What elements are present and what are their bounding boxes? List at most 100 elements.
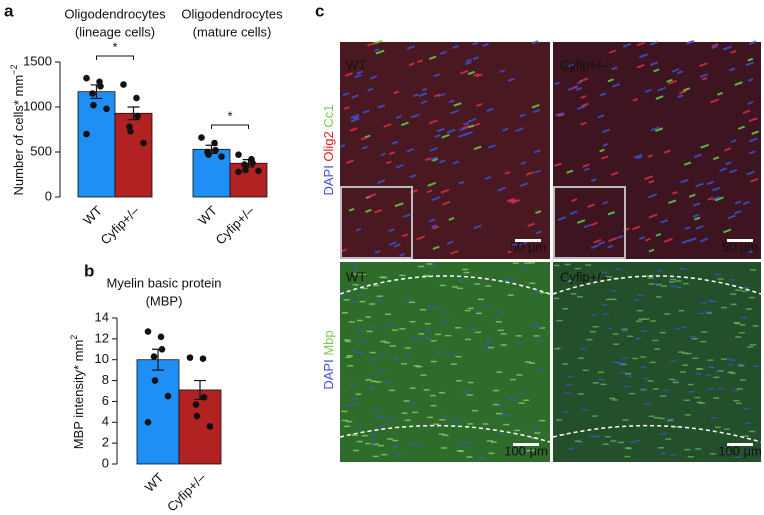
fiber [687,383,694,386]
nucleus [748,40,757,45]
data-point [205,151,212,158]
fiber [465,338,472,341]
fiber [416,365,423,368]
fiber [430,340,437,342]
fiber [657,270,664,272]
fiber [678,309,685,312]
fiber [503,423,510,426]
y-tick-label: 14 [95,309,109,324]
nucleus [471,122,481,128]
nucleus [439,159,446,164]
fiber [670,454,677,456]
nucleus [421,87,428,92]
fiber [660,452,667,455]
fiber [493,389,500,392]
fiber [556,419,563,421]
fiber [562,307,569,310]
nucleus [348,207,355,212]
nucleus [660,219,668,224]
fiber [574,440,581,442]
nucleus [450,109,459,115]
nucleus [377,179,386,184]
fiber [439,419,446,421]
nucleus [655,233,662,237]
fiber [495,321,502,323]
data-point [144,328,152,335]
genotype-label: Cyfip+/– [560,269,609,284]
nucleus [751,130,759,135]
nucleus [531,40,539,45]
fiber [365,379,372,381]
fiber [591,415,598,417]
nucleus [430,224,437,228]
fiber [708,366,715,369]
nucleus [644,175,654,181]
nucleus [666,78,673,83]
nucleus [534,169,541,174]
nucleus [653,68,660,73]
fiber [345,405,352,407]
fiber [645,275,652,277]
fiber [621,357,628,359]
fiber [441,321,448,323]
fiber [353,273,360,275]
fiber [452,420,459,422]
fiber [456,450,463,452]
fiber [343,299,350,301]
fiber [384,313,391,316]
fiber [577,357,584,359]
fiber [695,372,702,375]
fiber [495,412,502,415]
fiber [515,335,522,337]
data-point [198,134,205,141]
fiber [376,295,383,297]
nucleus [466,58,472,63]
data-point [199,355,207,362]
fiber [379,353,386,355]
nucleus [511,199,521,204]
fiber [433,423,440,425]
fiber [539,419,546,422]
micrographs [339,39,762,462]
fiber [524,262,531,264]
nucleus [345,159,354,164]
fiber [725,358,732,360]
fiber [485,285,492,287]
fiber [681,352,688,354]
fiber [467,423,474,425]
y-tick-label: 12 [95,330,109,345]
nucleus [351,94,359,99]
fiber [381,276,388,279]
fiber [503,414,510,416]
nucleus [607,78,614,83]
nucleus [567,86,575,92]
fiber [461,446,468,448]
fiber [466,456,473,458]
nucleus [714,196,724,202]
panel-label: c [315,1,324,20]
fiber [409,443,416,446]
y-label-sup: 2 [69,335,79,340]
bar [178,389,222,465]
error-bar [127,106,140,121]
fiber [653,417,660,419]
fiber [464,309,471,312]
nucleus [743,200,750,205]
nucleus [692,202,701,207]
fiber [706,312,713,314]
nucleus [393,90,400,95]
nucleus [465,61,472,66]
nucleus [593,238,602,244]
fiber [516,342,523,344]
data-point [158,345,166,353]
fiber [622,419,629,421]
nucleus [440,188,450,194]
fiber [470,329,477,331]
fiber [640,366,647,368]
fiber [653,283,660,285]
scale-label: 50 μm [722,239,758,254]
nucleus [724,147,732,152]
fiber [378,369,385,371]
data-point [127,128,134,135]
nucleus [354,73,362,79]
